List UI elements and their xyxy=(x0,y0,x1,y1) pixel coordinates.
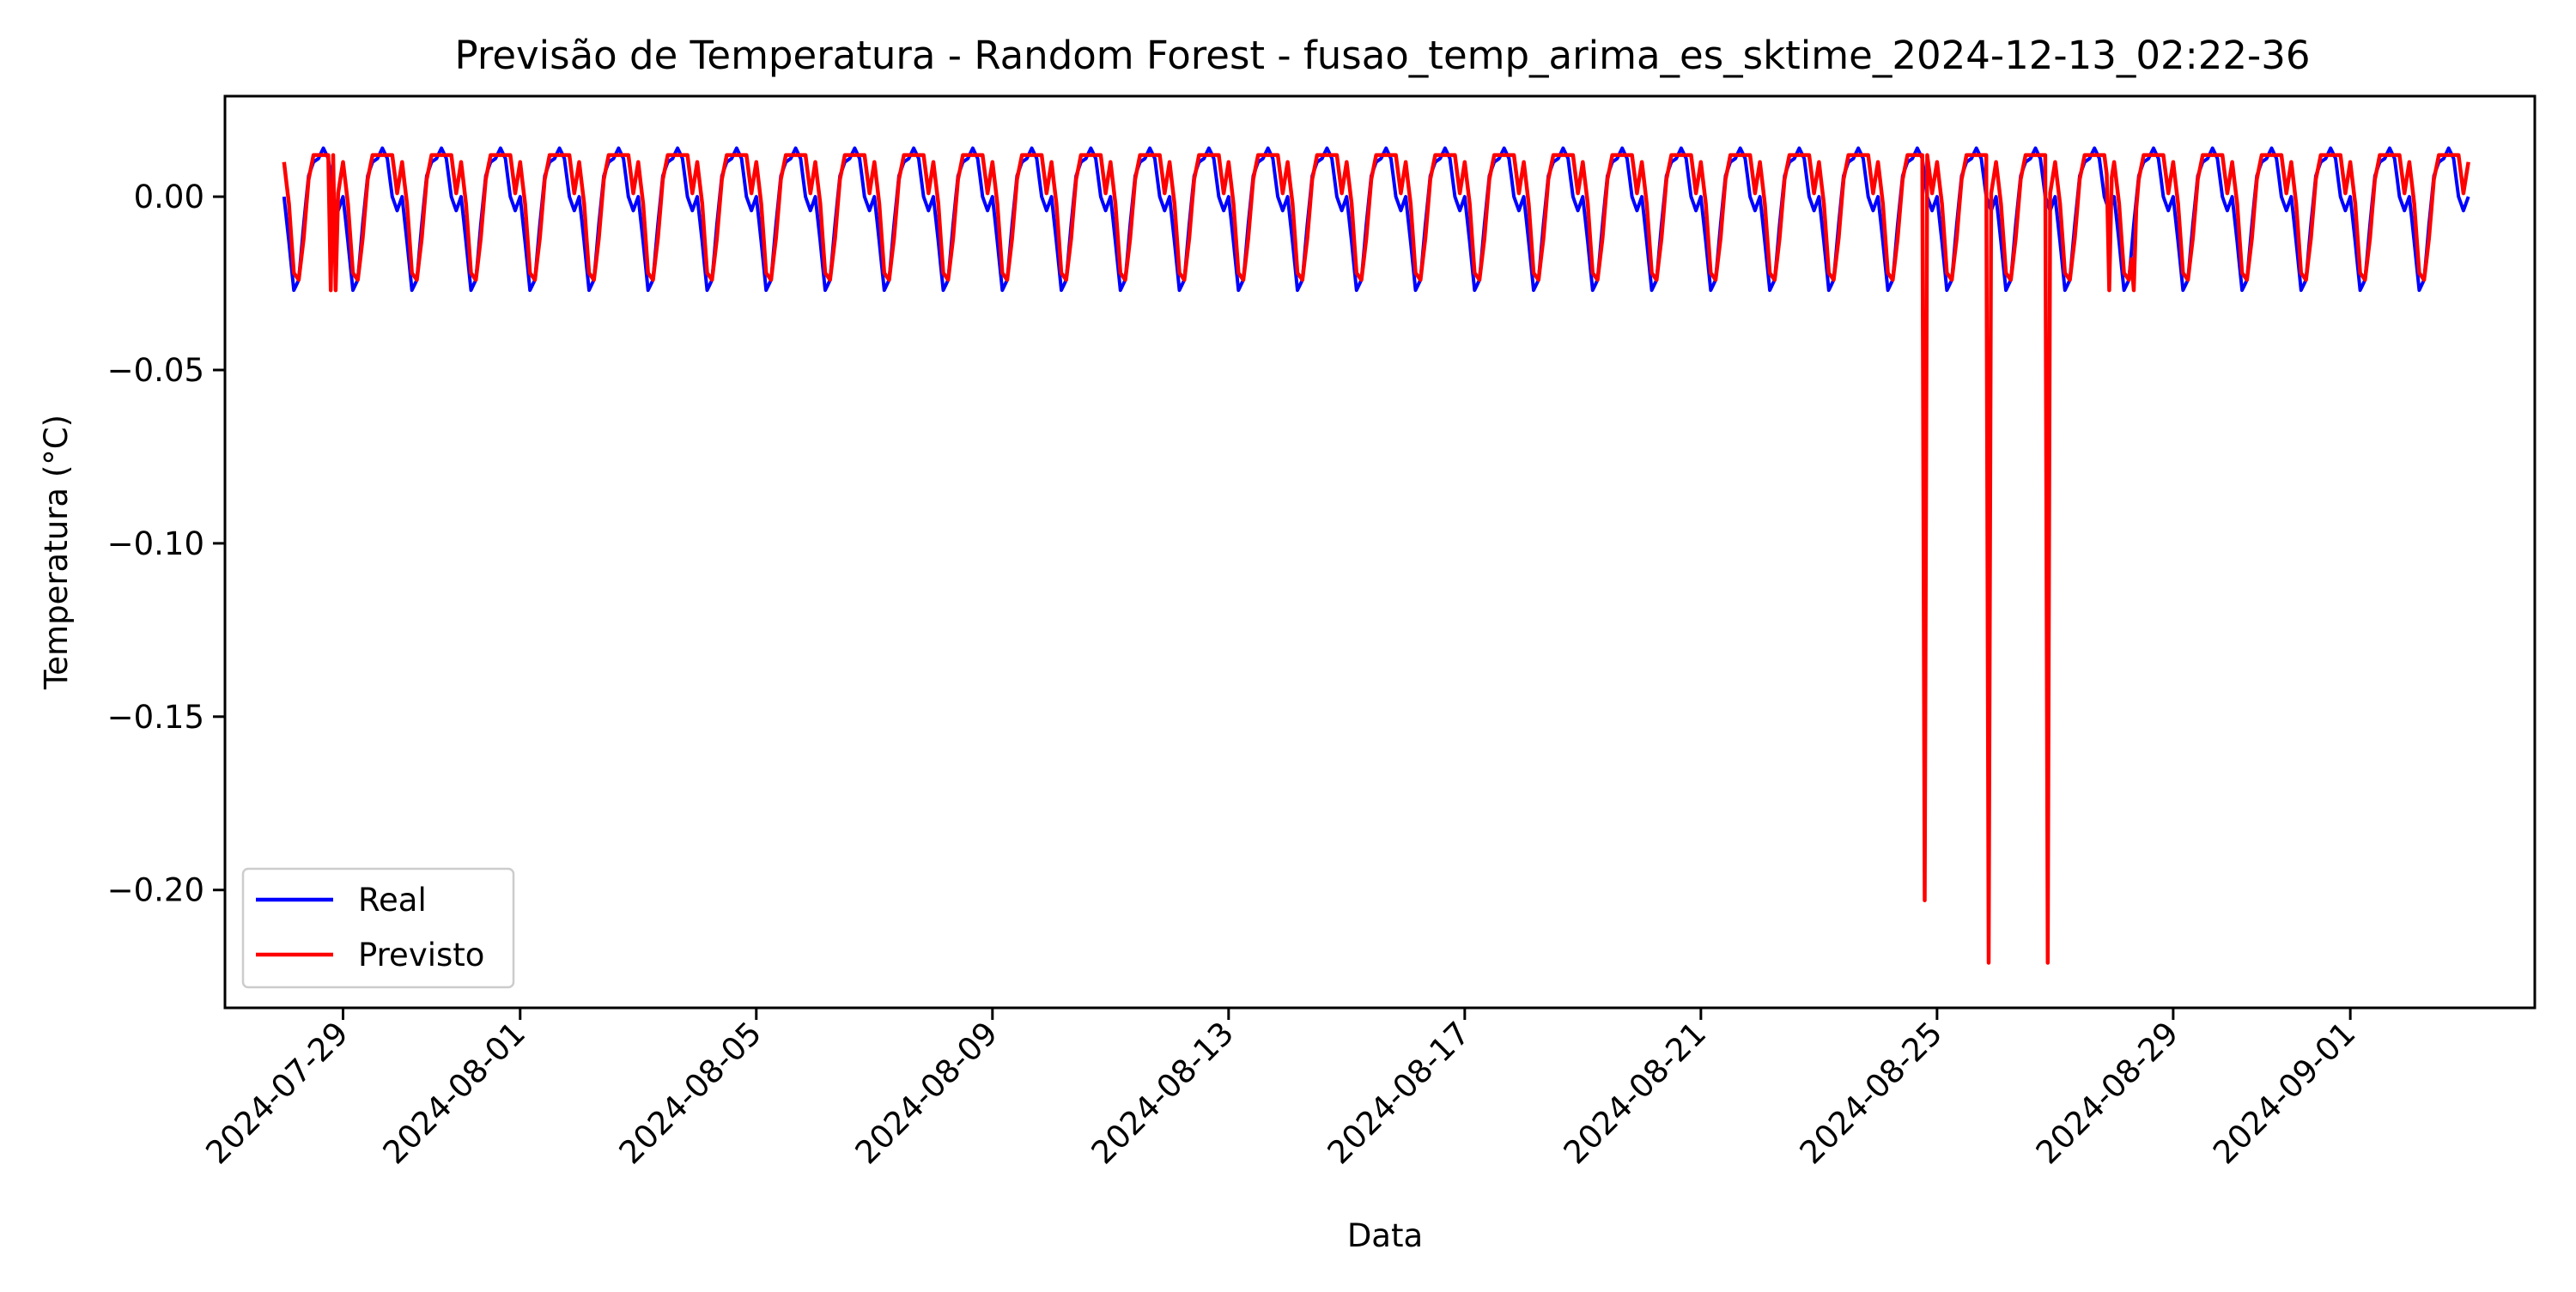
plot-frame xyxy=(223,94,2537,1010)
y-tick-label: −0.05 xyxy=(107,352,204,389)
x-tick-label: 2024-08-17 xyxy=(1321,1015,1477,1171)
x-axis: 2024-07-29 2024-08-01 2024-08-05 2024-08-09… xyxy=(198,1008,2363,1171)
chart-title: Previsão de Temperatura - Random Forest … xyxy=(454,33,2310,78)
y-axis-label: Temperatura (°C) xyxy=(38,415,75,690)
y-tick-label: −0.20 xyxy=(107,872,204,909)
x-tick-label: 2024-08-29 xyxy=(2029,1015,2185,1171)
plot-area xyxy=(282,146,2470,965)
x-tick-label: 2024-08-09 xyxy=(848,1015,1005,1171)
x-tick-label: 2024-08-01 xyxy=(376,1015,532,1171)
x-tick-label: 2024-08-21 xyxy=(1557,1015,1713,1171)
y-tick-label: −0.15 xyxy=(107,699,204,736)
legend-label-real: Real xyxy=(358,882,427,919)
x-tick-label: 2024-08-13 xyxy=(1084,1015,1241,1171)
x-tick-label: 2024-08-05 xyxy=(612,1015,769,1171)
y-axis: 0.00 −0.05 −0.10 −0.15 −0.20 xyxy=(107,179,225,909)
x-tick-label: 2024-08-25 xyxy=(1793,1015,1949,1171)
legend: Real Previsto xyxy=(241,867,515,989)
y-tick-label: −0.10 xyxy=(107,525,204,562)
x-axis-label: Data xyxy=(1347,1217,1423,1254)
series-line-previsto xyxy=(282,153,2470,965)
x-tick-label: 2024-07-29 xyxy=(198,1015,355,1171)
y-tick-label: 0.00 xyxy=(134,179,204,215)
legend-label-previsto: Previsto xyxy=(358,937,484,974)
x-tick-label: 2024-09-01 xyxy=(2206,1015,2362,1171)
